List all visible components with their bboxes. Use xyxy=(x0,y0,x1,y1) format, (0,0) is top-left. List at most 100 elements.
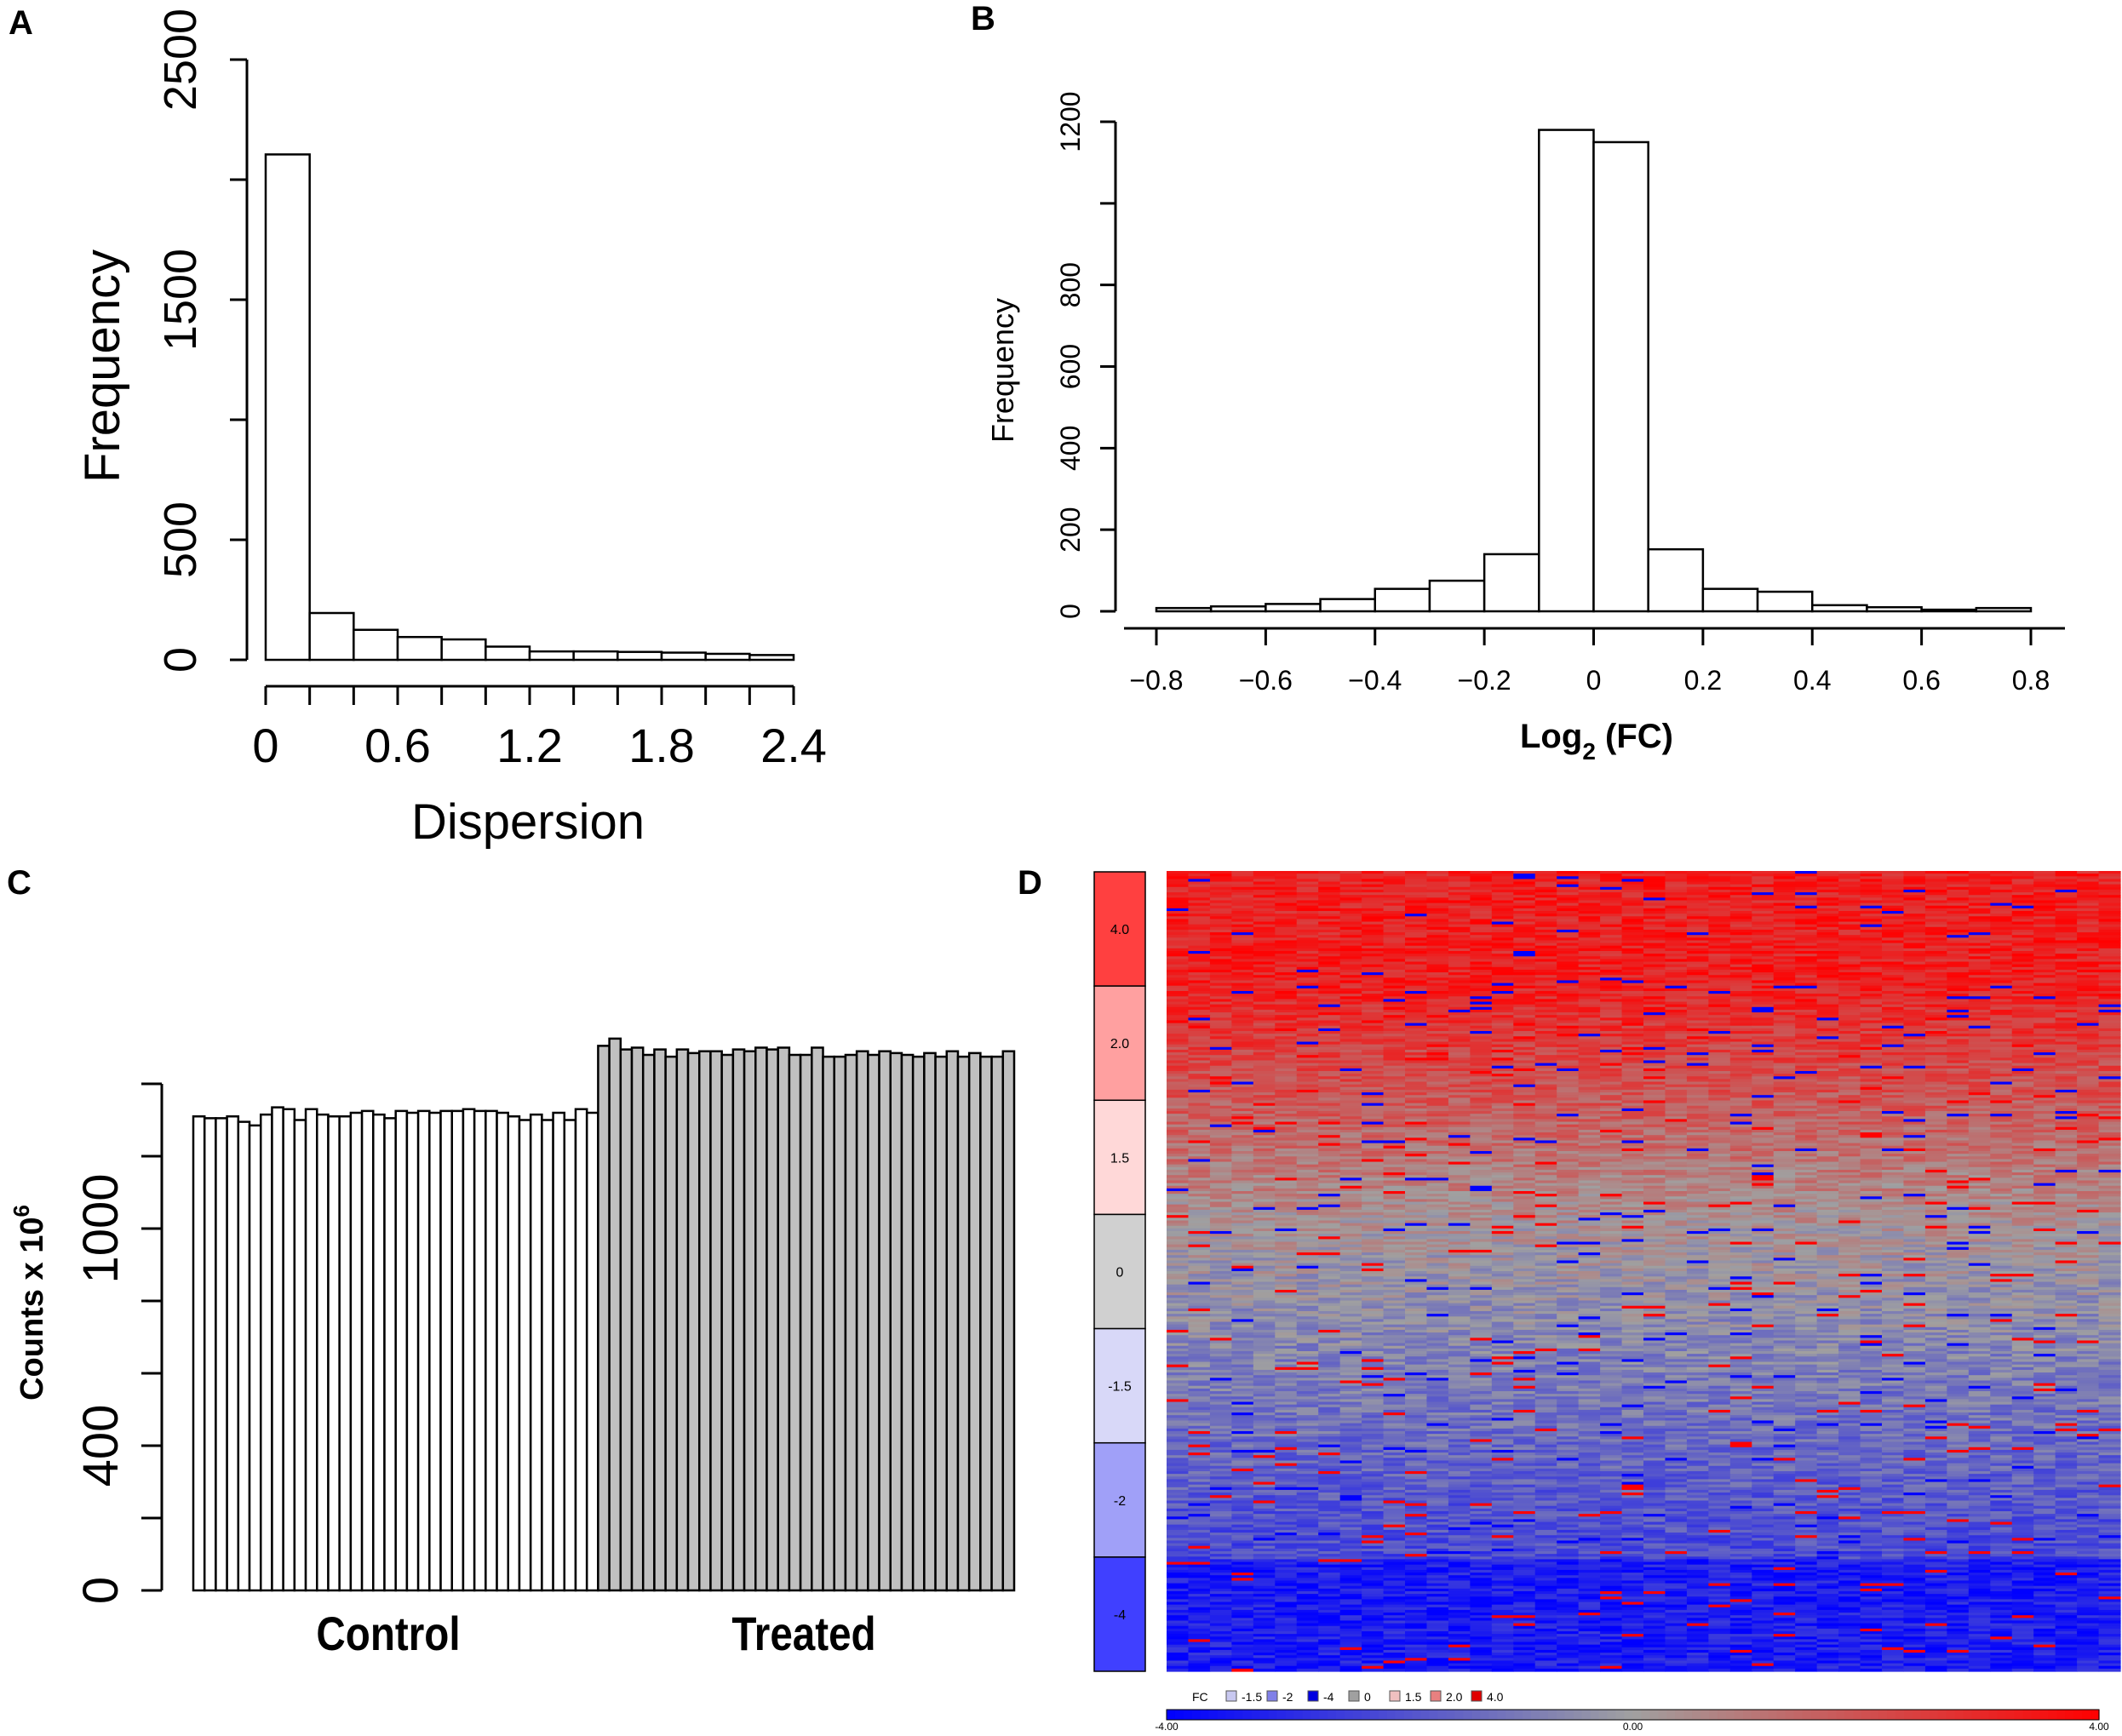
panel-d-heatmap-cell xyxy=(1513,1012,1536,1016)
panel-d-heatmap-cell xyxy=(1318,940,1341,944)
panel-d-heatmap-cell xyxy=(1860,1049,1883,1053)
panel-d-heatmap-cell xyxy=(1860,1046,1883,1051)
panel-d-heatmap-cell xyxy=(1924,964,1947,968)
panel-d-heatmap-cell xyxy=(2077,937,2100,942)
panel-d-heatmap-cell xyxy=(1231,1079,1254,1083)
panel-d-heatmap-cell xyxy=(1253,1060,1276,1064)
panel-d-heatmap-cell xyxy=(2033,975,2056,978)
panel-d-heatmap-cell xyxy=(1773,945,1796,949)
panel-d-heatmap-cell xyxy=(2098,1015,2121,1018)
panel-d-heatmap-cell xyxy=(2055,935,2078,938)
panel-d-heatmap-cell xyxy=(2098,996,2121,1000)
panel-d-heatmap-cell xyxy=(1513,1039,1536,1043)
panel-d-heatmap-cell xyxy=(1578,1068,1601,1072)
panel-d-heatmap-cell xyxy=(1405,881,1428,885)
panel-d-heatmap-cell xyxy=(1773,1034,1796,1037)
panel-d-heatmap-cell xyxy=(1968,1081,1991,1086)
panel-d-heatmap-cell xyxy=(1708,1025,1731,1029)
panel-b-bar xyxy=(1428,579,1486,613)
panel-d-heatmap-cell xyxy=(1491,1055,1514,1058)
panel-d-heatmap-cell xyxy=(1990,951,2013,954)
panel-d-heatmap-cell xyxy=(1405,1004,1428,1008)
panel-d-heatmap-cell xyxy=(1860,977,1883,982)
panel-d-heatmap-cell xyxy=(1275,926,1298,931)
panel-d-heatmap-cell xyxy=(1362,897,1385,902)
panel-d-heatmap-cell xyxy=(1882,902,1905,907)
panel-d-heatmap-cell xyxy=(1513,908,1536,912)
panel-d-heatmap-cell xyxy=(2098,908,2121,912)
panel-d-heatmap-cell xyxy=(1600,1025,1623,1029)
panel-d-heatmap-cell xyxy=(1209,959,1232,963)
panel-d-heatmap-cell xyxy=(1339,954,1362,957)
panel-d-heatmap-cell xyxy=(1513,1031,1536,1034)
panel-d-heatmap-cell xyxy=(1209,1015,1232,1018)
panel-d-heatmap-cell xyxy=(1795,991,1818,994)
panel-d-heatmap-cell xyxy=(1990,1076,2013,1080)
panel-d-heatmap-cell xyxy=(1491,879,1514,883)
panel-d-heatmap-cell xyxy=(1426,975,1449,978)
panel-d-heatmap-cell xyxy=(1362,1001,1385,1006)
panel-d-heatmap-cell xyxy=(1903,954,1926,957)
panel-d-heatmap-cell xyxy=(1773,914,1796,917)
panel-d-heatmap-cell xyxy=(1990,983,2013,987)
panel-d-heatmap-cell xyxy=(2098,921,2121,925)
panel-d-heatmap-cell xyxy=(1968,916,1991,920)
panel-d-heatmap-cell xyxy=(1752,902,1775,907)
panel-d-heatmap-cell xyxy=(1534,1044,1557,1048)
panel-d-heatmap-cell xyxy=(1686,1020,1709,1024)
panel-d-heatmap-cell xyxy=(1339,1031,1362,1034)
panel-d-heatmap-cell xyxy=(1708,1046,1731,1051)
panel-d-heatmap-cell xyxy=(2033,905,2056,909)
panel-d-heatmap-cell xyxy=(2055,961,2078,965)
panel-d-heatmap-cell xyxy=(1231,924,1254,928)
panel-d-heatmap-cell xyxy=(1470,983,1493,987)
panel-d-heatmap-cell xyxy=(1534,1086,1557,1091)
panel-d-heatmap-cell xyxy=(1448,902,1471,907)
panel-c-bar-treated xyxy=(597,1045,611,1592)
panel-d-heatmap-cell xyxy=(1621,951,1644,954)
panel-d-heatmap-cell xyxy=(1557,1044,1580,1048)
panel-d-heatmap-cell xyxy=(1426,959,1449,963)
panel-d-heatmap-cell xyxy=(1816,935,1839,938)
panel-d-heatmap-cell xyxy=(1816,977,1839,982)
panel-d-heatmap-cell xyxy=(1990,1012,2013,1016)
panel-d-heatmap-cell xyxy=(1275,932,1298,936)
panel-d-heatmap-cell xyxy=(1795,1068,1818,1072)
panel-d-heatmap-cell xyxy=(1491,1039,1514,1043)
panel-d-heatmap-cell xyxy=(1231,1039,1254,1043)
panel-d-heatmap-cell xyxy=(1318,954,1341,957)
panel-d-heatmap-cell xyxy=(1362,956,1385,960)
panel-d-heatmap-cell xyxy=(1686,897,1709,902)
panel-d-heatmap-cell xyxy=(1990,926,2013,931)
panel-d-heatmap-cell xyxy=(1318,916,1341,920)
panel-d-heatmap-cell xyxy=(1383,969,1406,973)
panel-d-heatmap-cell xyxy=(1816,975,1839,978)
panel-d-heatmap-cell xyxy=(1816,881,1839,885)
panel-d-heatmap-cell xyxy=(1643,988,1666,992)
panel-d-heatmap-cell xyxy=(1686,937,1709,942)
panel-d-heatmap-cell xyxy=(1924,996,1947,1000)
panel-d-heatmap-cell xyxy=(2033,983,2056,987)
panel-d-heatmap-cell xyxy=(1296,919,1319,923)
panel-d-heatmap-cell xyxy=(1643,1089,1666,1093)
panel-d-heatmap-cell xyxy=(1860,937,1883,942)
panel-d-heatmap-cell xyxy=(1990,945,2013,949)
panel-d-heatmap-cell xyxy=(1990,975,2013,978)
panel-d-heatmap-cell xyxy=(1405,1052,1428,1056)
panel-d-heatmap-cell xyxy=(1253,1065,1276,1069)
panel-d-heatmap-cell xyxy=(1990,991,2013,994)
panel-d-band xyxy=(1093,1099,1146,1216)
panel-d-heatmap-cell xyxy=(2033,1017,2056,1022)
panel-d-heatmap-cell xyxy=(1924,1084,1947,1088)
panel-d-heatmap-cell xyxy=(1600,1057,1623,1062)
panel-d-heatmap-cell xyxy=(1947,874,1970,877)
panel-a-y-tick-label: 2500 xyxy=(155,9,206,111)
panel-d-heatmap-cell xyxy=(1318,996,1341,1000)
panel-d-heatmap-cell xyxy=(2033,908,2056,912)
panel-d-heatmap-cell xyxy=(2033,1076,2056,1080)
panel-d-heatmap-cell xyxy=(1643,969,1666,973)
panel-d-heatmap-cell xyxy=(1643,881,1666,885)
panel-d-heatmap-cell xyxy=(1405,985,1428,989)
panel-d-heatmap-cell xyxy=(1882,1017,1905,1022)
panel-d-heatmap-cell xyxy=(1860,1009,1883,1013)
